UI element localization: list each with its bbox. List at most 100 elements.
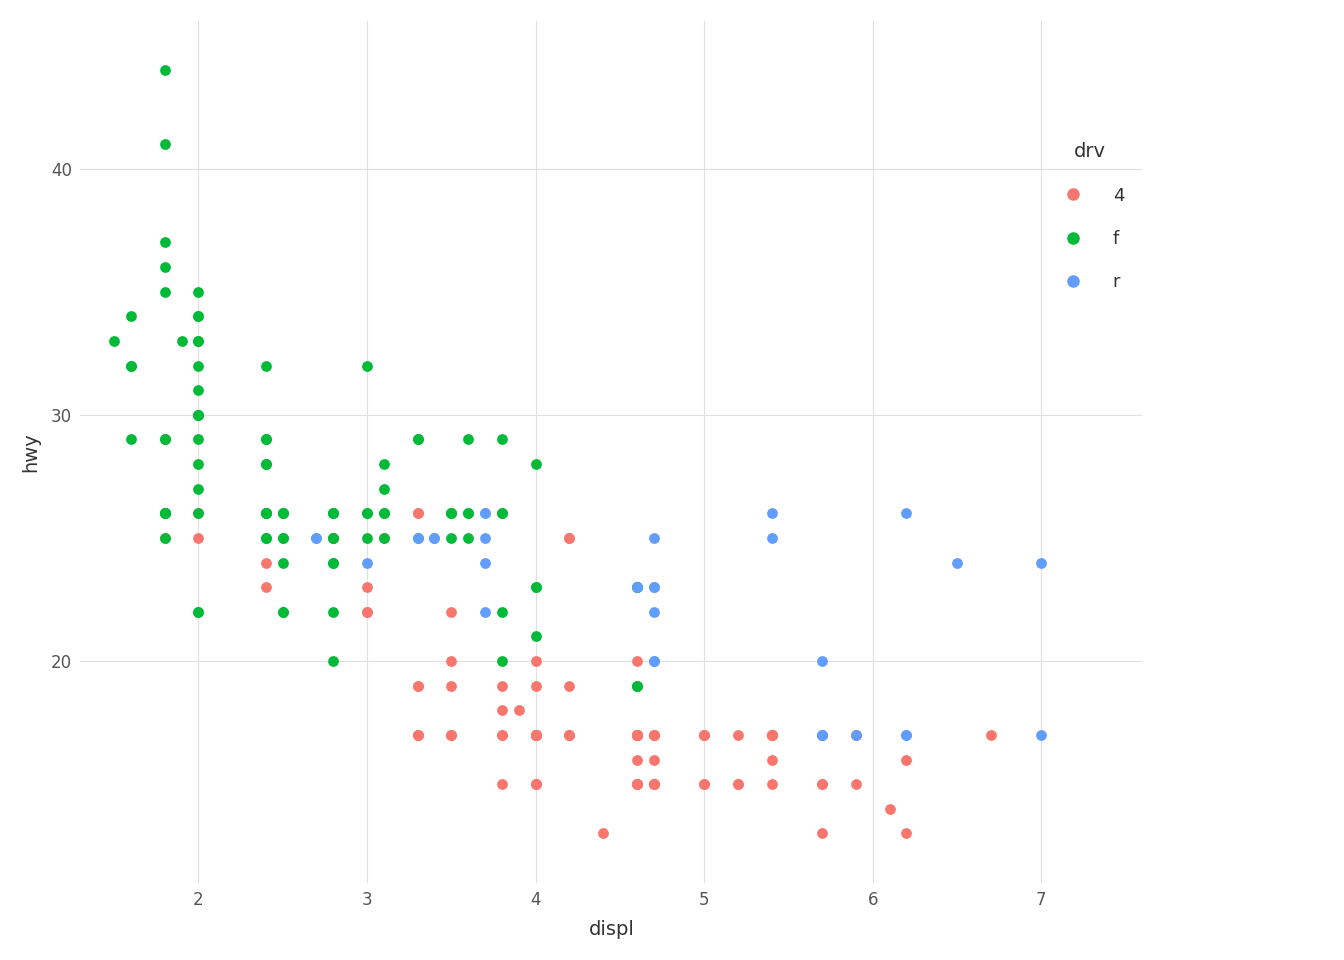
Point	[845, 728, 867, 743]
Y-axis label: hwy: hwy	[22, 432, 40, 471]
Point	[559, 728, 581, 743]
Point	[255, 506, 277, 521]
Point	[626, 678, 648, 693]
Point	[694, 728, 715, 743]
Point	[255, 506, 277, 521]
Point	[626, 728, 648, 743]
Point	[188, 333, 210, 348]
Point	[524, 777, 546, 792]
Point	[441, 604, 462, 619]
Point	[761, 728, 782, 743]
Point	[271, 506, 293, 521]
Point	[103, 333, 125, 348]
Point	[120, 432, 141, 447]
Point	[407, 728, 429, 743]
Point	[812, 728, 833, 743]
Point	[642, 752, 664, 767]
Point	[642, 654, 664, 669]
Point	[626, 728, 648, 743]
Point	[271, 555, 293, 570]
Point	[323, 506, 344, 521]
Point	[694, 777, 715, 792]
Point	[441, 728, 462, 743]
Point	[845, 777, 867, 792]
Point	[356, 555, 378, 570]
Point	[761, 777, 782, 792]
Point	[407, 728, 429, 743]
Point	[626, 580, 648, 595]
Point	[407, 678, 429, 693]
Point	[323, 530, 344, 545]
Point	[980, 728, 1001, 743]
Point	[642, 654, 664, 669]
Point	[457, 506, 478, 521]
Point	[407, 506, 429, 521]
Point	[491, 506, 512, 521]
Point	[524, 580, 546, 595]
Point	[812, 777, 833, 792]
Point	[642, 777, 664, 792]
Point	[356, 358, 378, 373]
Point	[642, 728, 664, 743]
Point	[491, 654, 512, 669]
Point	[642, 728, 664, 743]
Point	[626, 678, 648, 693]
Point	[727, 777, 749, 792]
Point	[524, 728, 546, 743]
Point	[441, 530, 462, 545]
Point	[407, 506, 429, 521]
Point	[626, 654, 648, 669]
Point	[508, 703, 530, 718]
Point	[491, 777, 512, 792]
Point	[188, 456, 210, 471]
Point	[441, 728, 462, 743]
Point	[1031, 728, 1052, 743]
Point	[642, 777, 664, 792]
Point	[491, 728, 512, 743]
Point	[524, 728, 546, 743]
Point	[895, 728, 917, 743]
Point	[761, 752, 782, 767]
Point	[812, 728, 833, 743]
Point	[626, 580, 648, 595]
Point	[441, 506, 462, 521]
Point	[188, 382, 210, 397]
Point	[155, 530, 176, 545]
Point	[323, 530, 344, 545]
Point	[457, 506, 478, 521]
Point	[491, 432, 512, 447]
Point	[474, 506, 496, 521]
Point	[188, 432, 210, 447]
Point	[155, 506, 176, 521]
Point	[374, 456, 395, 471]
Point	[642, 777, 664, 792]
Point	[626, 777, 648, 792]
Point	[491, 678, 512, 693]
Point	[694, 777, 715, 792]
Point	[626, 580, 648, 595]
Point	[895, 752, 917, 767]
Point	[271, 506, 293, 521]
Point	[559, 530, 581, 545]
Point	[120, 309, 141, 324]
Point	[457, 432, 478, 447]
Point	[374, 506, 395, 521]
Point	[626, 752, 648, 767]
Point	[255, 506, 277, 521]
Point	[524, 728, 546, 743]
Point	[812, 728, 833, 743]
Point	[188, 407, 210, 422]
Point	[593, 826, 614, 841]
Legend: 4, f, r: 4, f, r	[1046, 133, 1133, 300]
Point	[356, 506, 378, 521]
Point	[255, 432, 277, 447]
Point	[423, 530, 445, 545]
Point	[626, 777, 648, 792]
Point	[694, 728, 715, 743]
Point	[188, 407, 210, 422]
Point	[524, 728, 546, 743]
Point	[845, 728, 867, 743]
Point	[188, 333, 210, 348]
Point	[255, 580, 277, 595]
Point	[155, 530, 176, 545]
